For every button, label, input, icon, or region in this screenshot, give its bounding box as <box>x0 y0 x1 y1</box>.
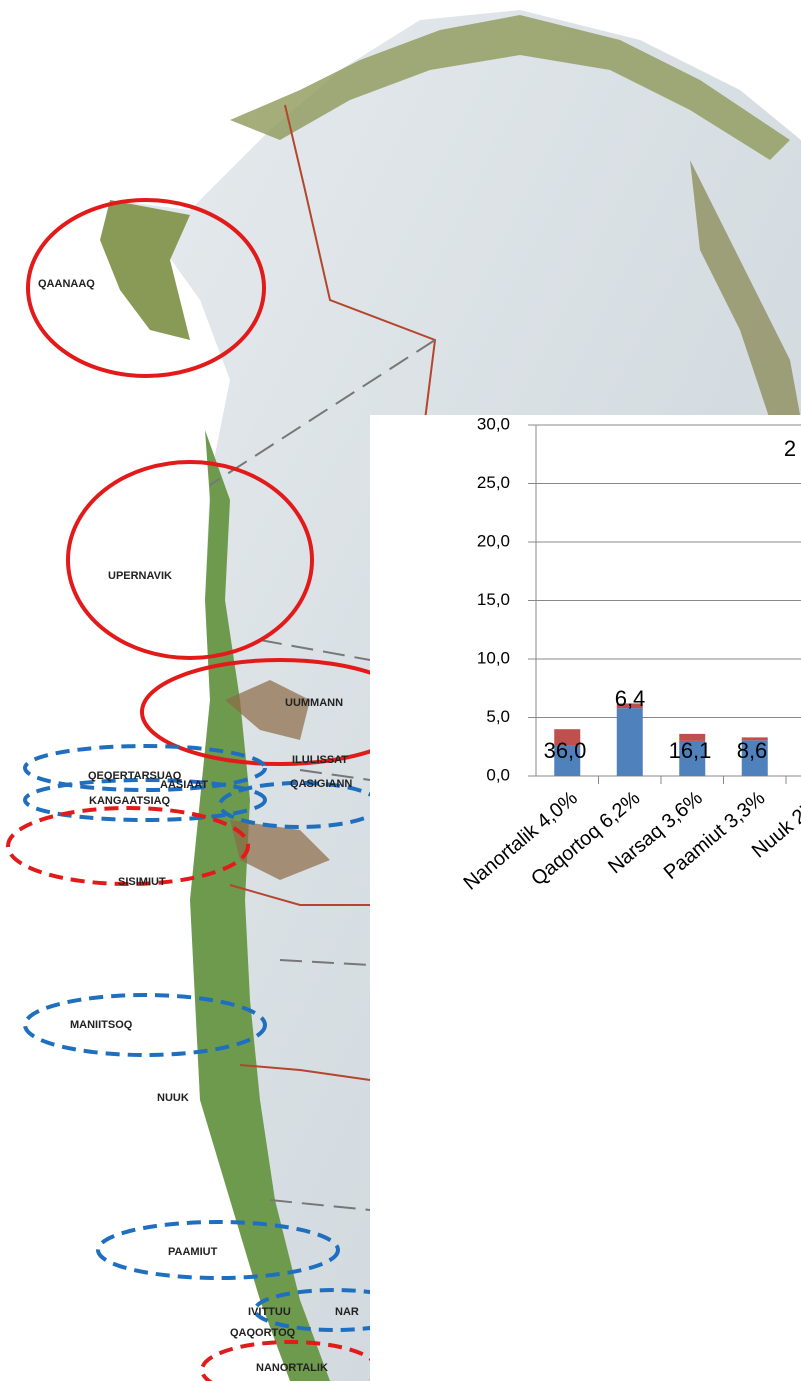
boundary <box>284 104 437 421</box>
town-label: NAR <box>335 1306 359 1318</box>
bar-segment <box>679 733 706 741</box>
bar-segment <box>616 708 643 776</box>
district-line <box>209 339 436 1211</box>
chart-panel <box>370 415 801 1381</box>
town-label: AASIAAT <box>160 779 208 791</box>
town-label: ILULISSAT <box>292 754 348 766</box>
bar-segment <box>741 740 768 776</box>
town-label: QASIGIANN <box>290 778 352 790</box>
east-coast <box>690 160 801 420</box>
west-coast <box>190 430 330 1381</box>
town-label: PAAMIUT <box>168 1246 218 1258</box>
y-tick-label: 0,0 <box>486 765 510 784</box>
y-tick-label: 15,0 <box>477 590 510 609</box>
y-tick-label: 25,0 <box>477 473 510 492</box>
town-label: NUUK <box>157 1092 189 1104</box>
town-label: SISIMIUT <box>118 876 166 888</box>
bar-segment <box>616 703 643 709</box>
highlight <box>23 744 267 792</box>
ice-sheet <box>110 10 801 1381</box>
y-tick-label: 10,0 <box>477 648 510 667</box>
y-tick-label: 5,0 <box>486 707 510 726</box>
annotation: 8,6 <box>737 738 768 763</box>
highlight <box>6 806 250 886</box>
town-label: QAANAAQ <box>38 278 95 290</box>
town-label: KANGAATSIAQ <box>89 795 171 807</box>
district-line <box>229 884 371 1081</box>
bar-segment <box>741 737 768 741</box>
town-labels: QAANAAQ UPERNAVIK UUMMANN QEQERTARSUAQ ILULI… <box>38 278 359 1374</box>
highlight <box>96 1220 340 1280</box>
annotation: 6,4 <box>615 686 646 711</box>
map: QAANAAQ UPERNAVIK UUMMANN QEQERTARSUAQ ILULI… <box>6 10 801 1381</box>
north-coast <box>230 15 790 160</box>
town-label: MANIITSOQ <box>70 1019 133 1031</box>
town-label: QAQORTOQ <box>230 1327 296 1339</box>
highlight <box>66 460 314 660</box>
town-label: QEQERTARSUAQ <box>88 770 182 782</box>
town-label: IVITTUU <box>248 1306 291 1318</box>
highlight <box>23 993 267 1057</box>
town-label: UUMMANN <box>285 697 343 709</box>
highlight <box>23 778 267 822</box>
bar-segment <box>554 729 581 746</box>
y-tick-label: 30,0 <box>477 414 510 433</box>
annotation: 2 <box>784 436 796 461</box>
highlands <box>225 680 330 880</box>
town-label: UPERNAVIK <box>108 570 172 582</box>
annotation: 36,0 <box>544 738 587 763</box>
bar-segment <box>554 745 581 776</box>
town-label: NANORTALIK <box>256 1362 328 1374</box>
y-tick-label: 20,0 <box>477 531 510 550</box>
bar-segment <box>679 740 706 776</box>
highlight <box>26 198 266 378</box>
qaanaaq-land <box>100 200 190 340</box>
annotation: 16,1 <box>669 738 712 763</box>
